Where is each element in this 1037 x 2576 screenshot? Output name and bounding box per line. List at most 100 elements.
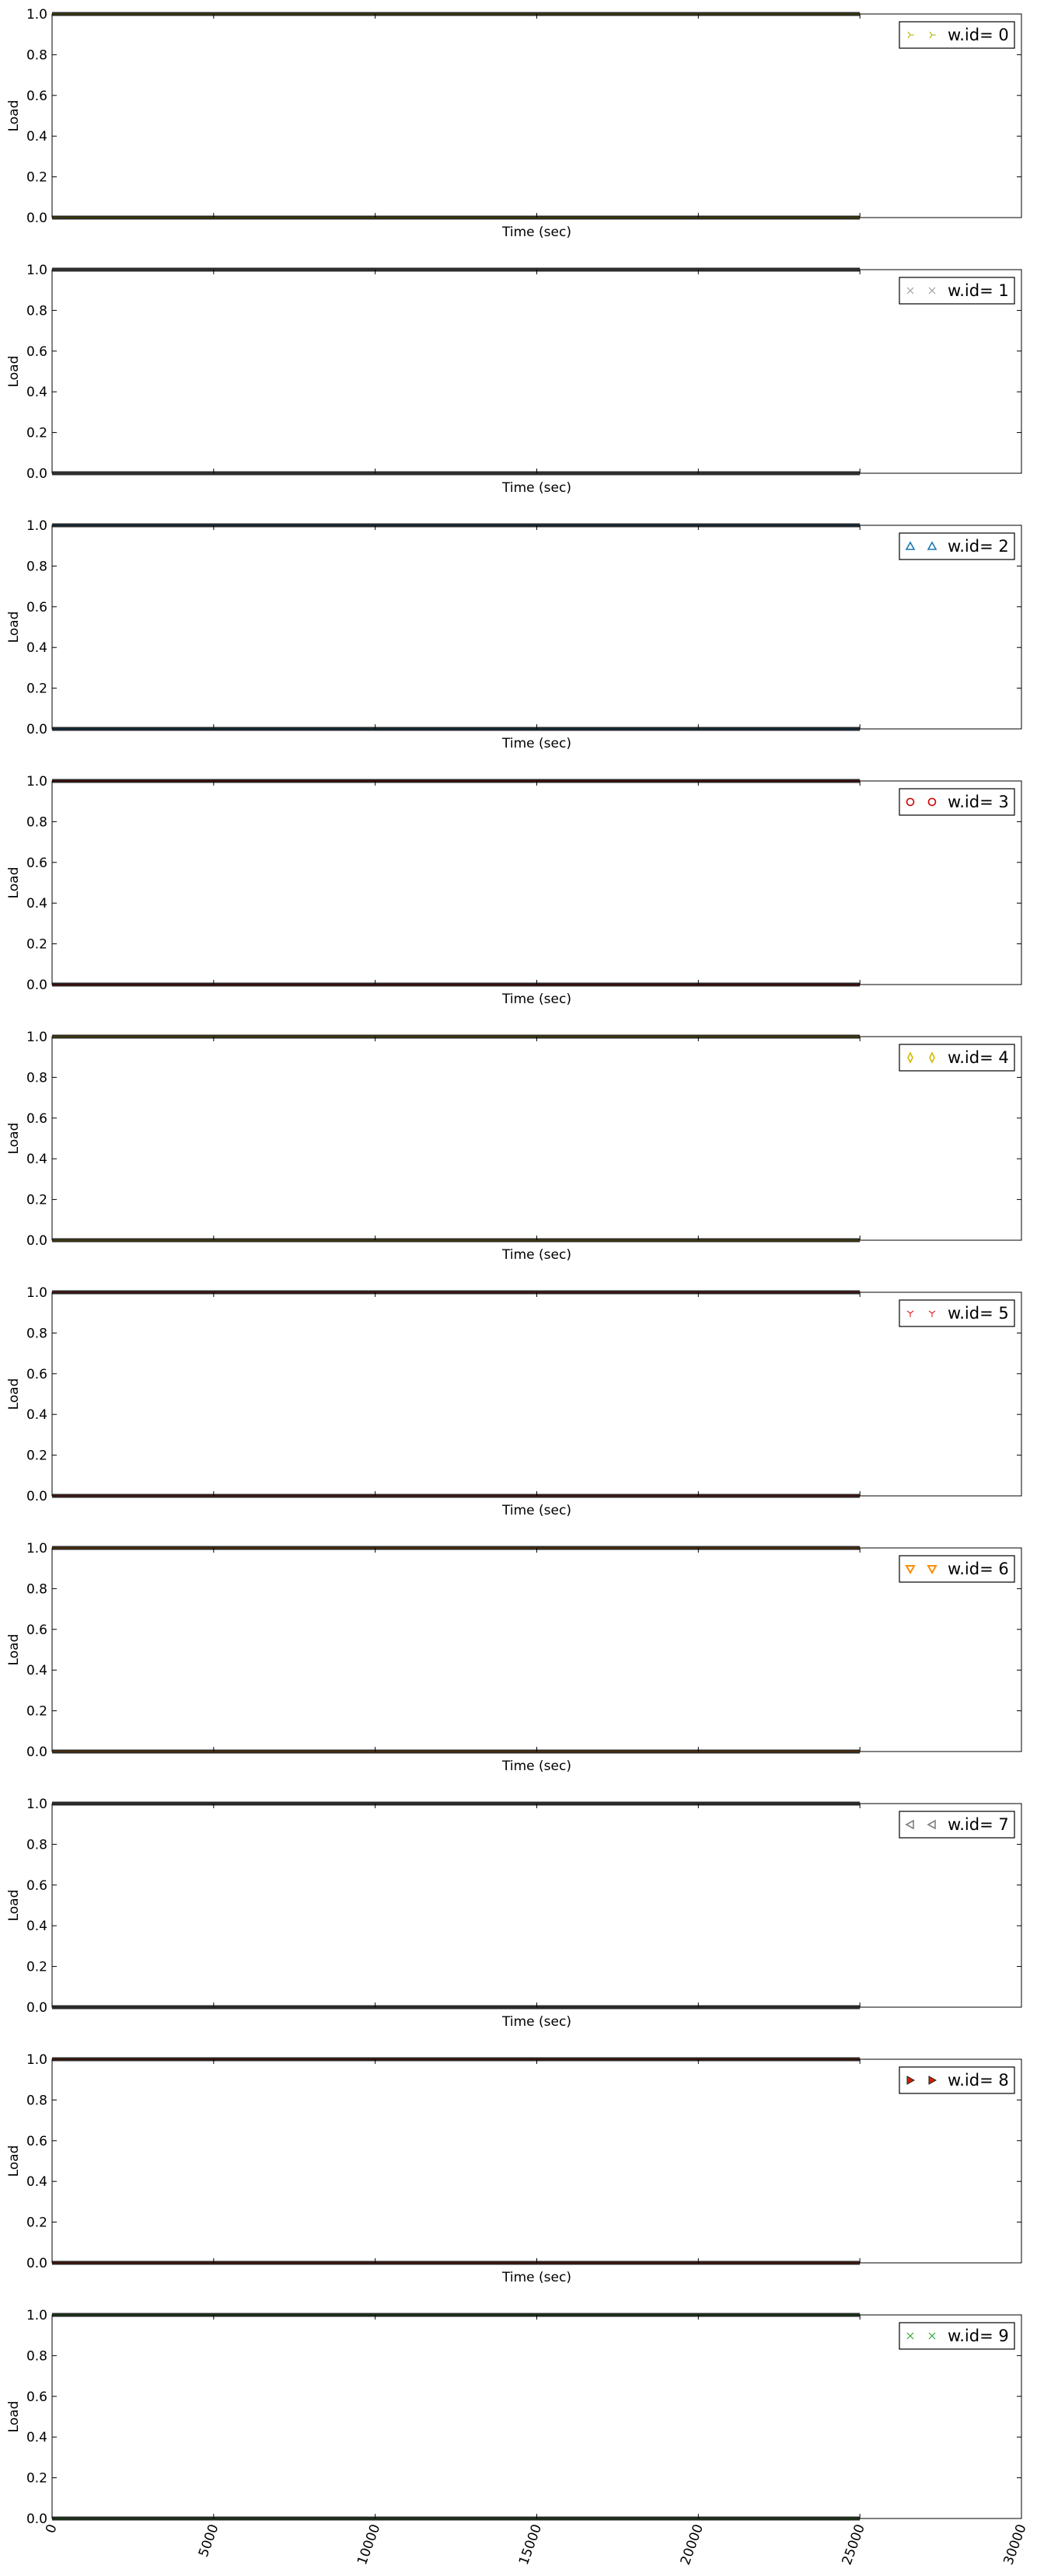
legend-box [899, 1811, 1015, 1839]
legend-marker [905, 541, 916, 550]
legend-marker [907, 1051, 913, 1064]
legend-marker [906, 1310, 914, 1317]
y-tick-label: 0.6 [26, 600, 47, 615]
y-tick-label: 0.0 [26, 1233, 47, 1249]
subplot-9: 0.0 0.2 0.4 0.6 0.8 1.0 0 5000 10000 15000 20000 25… [6, 2308, 1030, 2567]
legend: w.id= 4 [899, 1044, 1015, 1072]
y-tick-label: 0.4 [26, 640, 47, 656]
y-tick-label: 0.4 [26, 896, 47, 912]
y-tick-label: 0.6 [26, 1367, 47, 1382]
legend: w.id= 0 [899, 21, 1015, 49]
plot-area [52, 1548, 1021, 1752]
y-tick-label: 0.0 [26, 1489, 47, 1504]
subplot-7: 0.0 0.2 0.4 0.6 0.8 1.0 Time (sec) Load w.id= 7 [6, 1797, 1022, 2030]
subplot-1: 0.0 0.2 0.4 0.6 0.8 1.0 Time (sec) Load w.id= 1 [6, 263, 1022, 496]
y-tick-label: 0.2 [26, 2215, 47, 2231]
y-tick-label: 0.4 [26, 1919, 47, 1934]
legend-label: w.id= 3 [948, 793, 1009, 811]
y-tick-label: 0.2 [26, 1448, 47, 1464]
subplot-3: 0.0 0.2 0.4 0.6 0.8 1.0 Time (sec) Load w.id= 3 [6, 774, 1022, 1007]
legend-marker [905, 1819, 914, 1830]
y-axis-label: Load [6, 867, 22, 899]
y-tick-label: 0.8 [26, 1837, 47, 1853]
y-tick-label: 0.2 [26, 937, 47, 953]
y-tick-label: 0.6 [26, 2390, 47, 2405]
y-tick-label: 0.0 [26, 2256, 47, 2271]
y-tick-label: 0.8 [26, 47, 47, 63]
y-axis-label: Load [6, 1123, 22, 1155]
subplot-2: 0.0 0.2 0.4 0.6 0.8 1.0 Time (sec) Load w.id= 2 [6, 518, 1022, 751]
legend-marker [906, 797, 915, 807]
y-tick-label: 1.0 [26, 7, 47, 23]
y-tick-label: 0.0 [26, 978, 47, 993]
y-tick-label: 0.8 [26, 2093, 47, 2108]
y-tick-label: 0.2 [26, 1193, 47, 1208]
legend-marker [928, 2332, 936, 2340]
y-tick-label: 0.0 [26, 466, 47, 482]
y-tick-label: 0.4 [26, 1407, 47, 1423]
y-tick-label: 0.4 [26, 2430, 47, 2445]
legend-marker [928, 2076, 937, 2085]
plot-area [52, 525, 1021, 729]
x-axis-label: Time (sec) [501, 2270, 571, 2285]
legend-marker [928, 1310, 936, 1317]
legend-box [899, 277, 1015, 305]
y-tick-label: 0.4 [26, 2174, 47, 2190]
x-axis-label: Time (sec) [501, 2014, 571, 2030]
y-tick-label: 0.6 [26, 856, 47, 871]
x-axis-label: Time (sec) [501, 736, 571, 751]
x-axis-label: Time (sec) [501, 992, 571, 1007]
x-tick-label: 0 [43, 2522, 60, 2536]
x-tick-label: 10000 [354, 2522, 383, 2567]
legend-label: w.id= 4 [948, 1048, 1009, 1067]
y-tick-label: 1.0 [26, 1030, 47, 1045]
y-tick-label: 1.0 [26, 263, 47, 278]
legend-marker [929, 1051, 935, 1064]
y-tick-label: 1.0 [26, 1285, 47, 1301]
legend: w.id= 5 [899, 1299, 1015, 1327]
legend: w.id= 2 [899, 532, 1015, 560]
y-tick-label: 0.4 [26, 385, 47, 400]
y-tick-label: 1.0 [26, 2308, 47, 2323]
y-tick-label: 0.2 [26, 2471, 47, 2487]
legend: w.id= 6 [899, 1555, 1015, 1583]
y-tick-label: 0.2 [26, 1704, 47, 1720]
y-tick-label: 0.6 [26, 1878, 47, 1894]
legend-label: w.id= 1 [948, 281, 1009, 300]
y-tick-label: 0.2 [26, 426, 47, 441]
legend-label: w.id= 6 [948, 1560, 1009, 1578]
legend: w.id= 1 [899, 277, 1015, 305]
legend-box [899, 532, 1015, 560]
legend-label: w.id= 9 [948, 2327, 1009, 2345]
y-tick-label: 0.6 [26, 89, 47, 104]
legend-box [899, 1555, 1015, 1583]
y-tick-label: 0.8 [26, 1070, 47, 1086]
legend-box [899, 21, 1015, 49]
legend-marker [906, 2076, 916, 2085]
x-axis-label: Time (sec) [501, 1247, 571, 1263]
legend-box [899, 1299, 1015, 1327]
legend-marker [927, 1819, 936, 1830]
plot-area [52, 14, 1021, 218]
y-tick-label: 0.8 [26, 559, 47, 574]
y-tick-label: 0.4 [26, 129, 47, 145]
legend-label: w.id= 2 [948, 537, 1009, 556]
legend-box [899, 1044, 1015, 1072]
y-tick-label: 0.8 [26, 1326, 47, 1341]
y-axis-label: Load [6, 2146, 22, 2177]
y-tick-label: 0.6 [26, 1111, 47, 1127]
y-tick-label: 0.8 [26, 814, 47, 830]
x-tick-label: 30000 [1000, 2522, 1029, 2567]
y-tick-label: 0.4 [26, 1663, 47, 1678]
y-axis-label: Load [6, 1634, 22, 1666]
x-tick-label: 20000 [678, 2522, 707, 2567]
legend-marker [906, 287, 914, 295]
y-axis-label: Load [6, 612, 22, 643]
plot-area [52, 1037, 1021, 1240]
legend-marker [927, 541, 937, 550]
legend-marker [905, 1565, 916, 1575]
legend-label: w.id= 0 [948, 26, 1009, 44]
plot-area [52, 1804, 1021, 2007]
y-tick-label: 0.0 [26, 2000, 47, 2016]
legend-label: w.id= 5 [948, 1304, 1009, 1323]
